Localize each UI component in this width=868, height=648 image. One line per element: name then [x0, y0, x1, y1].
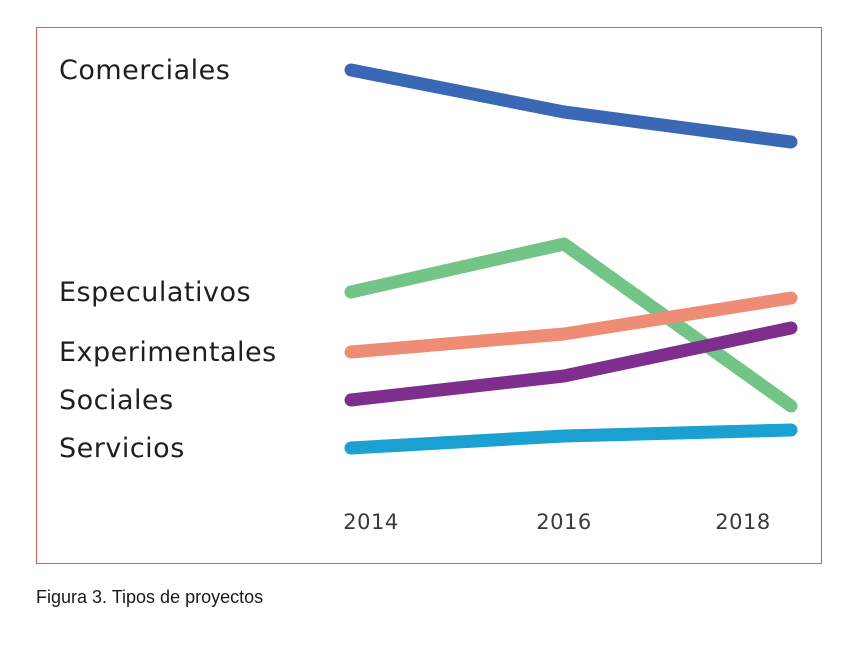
- series-line-comerciales: [344, 63, 798, 149]
- series-line-especulativos: [344, 237, 798, 413]
- series-lines: [344, 63, 798, 455]
- figure-caption: Figura 3. Tipos de proyectos: [36, 587, 264, 607]
- x-axis-ticks: 2014 2016 2018: [343, 510, 770, 534]
- x-tick-label: 2016: [536, 510, 591, 534]
- series-labels: Comerciales Especulativos Experimentales So…: [59, 55, 277, 464]
- series-label-experimentales: Experimentales: [59, 337, 277, 368]
- chart-frame: Comerciales Especulativos Experimentales So…: [36, 27, 822, 564]
- series-label-especulativos: Especulativos: [59, 277, 251, 308]
- series-line-servicios: [344, 423, 798, 455]
- series-label-servicios: Servicios: [59, 433, 185, 464]
- series-label-sociales: Sociales: [59, 385, 174, 416]
- series-line-sociales: [344, 321, 798, 407]
- series-label-comerciales: Comerciales: [59, 55, 230, 86]
- x-tick-label: 2014: [343, 510, 398, 534]
- line-chart: Comerciales Especulativos Experimentales So…: [59, 55, 798, 534]
- series-line-experimentales: [344, 291, 798, 359]
- x-tick-label: 2018: [715, 510, 770, 534]
